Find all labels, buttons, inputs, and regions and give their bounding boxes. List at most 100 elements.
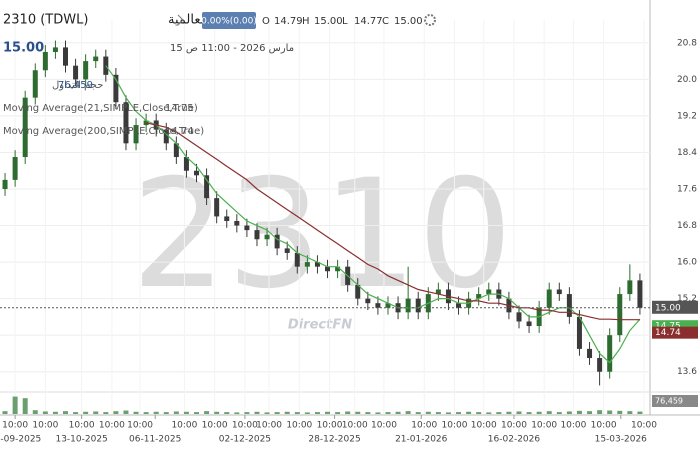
volume-bar xyxy=(506,411,512,414)
x-time-label: 10:00 xyxy=(256,421,282,431)
candle-body xyxy=(365,298,371,304)
x-date-label: 16-02-2026 xyxy=(488,435,541,445)
volume-bar xyxy=(445,412,451,414)
volume-bar xyxy=(607,410,613,414)
plot: 13.614.415.216.016.817.618.419.220.020.8… xyxy=(0,20,697,445)
volume-bar xyxy=(476,412,482,414)
ma-line xyxy=(105,65,641,364)
candle-body xyxy=(566,294,572,317)
volume-bar xyxy=(325,411,331,414)
candle-body xyxy=(335,266,341,272)
volume-bar xyxy=(395,411,401,414)
candle-body xyxy=(133,125,139,144)
volume-bar xyxy=(345,411,351,414)
candle-body xyxy=(2,179,8,190)
date-label: مارس 2026 - 11:00 ص 15 xyxy=(170,43,294,54)
legend-ma21-value: 14.75 xyxy=(165,103,194,114)
volume-bar xyxy=(576,410,582,414)
price-box xyxy=(652,300,698,314)
candle-body xyxy=(214,198,220,217)
candle-body xyxy=(123,102,129,144)
legend-ma21: Moving Average(21,SIMPLE,Close,True) xyxy=(3,103,198,114)
volume-bar xyxy=(123,410,129,414)
candle-body xyxy=(576,316,582,349)
legend-ma200: Moving Average(200,SIMPLE,Close,True) xyxy=(3,126,204,137)
candle-body xyxy=(385,303,391,308)
quote-value: 15.00 xyxy=(314,16,343,27)
candle-body xyxy=(637,280,643,308)
volume-bar xyxy=(113,411,119,414)
y-tick-label: 19.2 xyxy=(677,111,697,121)
volume-bar xyxy=(264,412,270,414)
volume-bar xyxy=(355,411,361,414)
volume-bar xyxy=(314,412,320,414)
x-time-label: 10:00 xyxy=(32,421,58,431)
x-time-label: 10:00 xyxy=(202,421,228,431)
settings-icon[interactable] xyxy=(424,14,436,26)
candle-body xyxy=(83,61,89,80)
volume-bar xyxy=(234,412,240,414)
candle-body xyxy=(617,294,623,336)
candle-body xyxy=(375,303,381,308)
candle-body xyxy=(304,262,310,267)
volume-bar xyxy=(274,412,280,414)
candle-body xyxy=(415,298,421,313)
volume-bar xyxy=(365,412,371,414)
x-date-label: 02-12-2025 xyxy=(219,435,271,445)
x-time-label: 10:00 xyxy=(471,421,497,431)
symbol: 2310 (TDWL) xyxy=(3,13,88,28)
candle-body xyxy=(587,348,593,359)
volume-bar xyxy=(556,412,562,414)
volume-bar xyxy=(42,411,48,414)
volume-bar xyxy=(566,411,572,414)
x-time-label: 10:00 xyxy=(127,421,153,431)
x-time-label: 10:00 xyxy=(171,421,197,431)
volume-bar xyxy=(173,411,179,414)
x-date-label: 15-09-2025 xyxy=(0,435,41,445)
volume-bar xyxy=(214,411,220,414)
volume-bar xyxy=(194,412,200,414)
candle-body xyxy=(113,74,119,103)
y-tick-label: 20.8 xyxy=(677,38,697,48)
candle-body xyxy=(294,252,300,267)
quote-label: L xyxy=(342,16,348,27)
last-price: 15.00 xyxy=(3,41,44,56)
brand: DirectFN xyxy=(288,318,352,333)
quote-label: H xyxy=(302,16,310,27)
change-box xyxy=(202,12,256,29)
dropdown-icon[interactable] xyxy=(177,14,184,26)
volume-bar xyxy=(143,412,149,414)
candle-body xyxy=(22,97,28,158)
candle-body xyxy=(234,220,240,226)
volume-bar xyxy=(163,412,169,414)
volume-bar xyxy=(63,411,69,414)
candle-body xyxy=(516,312,522,322)
volume-bar xyxy=(153,411,159,414)
volume-label: حجم التداول xyxy=(52,80,103,91)
ma-box-label: 14.74 xyxy=(655,328,681,338)
x-date-label: 28-12-2025 xyxy=(308,435,360,445)
x-time-label: 10:00 xyxy=(317,421,343,431)
x-time-label: 10:00 xyxy=(286,421,312,431)
volume-bar xyxy=(405,411,411,414)
candle-body xyxy=(556,289,562,295)
change: 0.00%(0.00) xyxy=(201,17,257,27)
y-tick-label: 20.0 xyxy=(677,75,697,85)
candle-body xyxy=(103,56,109,75)
candle-body xyxy=(627,280,633,295)
x-date-label: 21-01-2026 xyxy=(395,435,448,445)
volume-bar xyxy=(516,411,522,414)
y-tick-label: 16.8 xyxy=(677,221,697,231)
volume-bar xyxy=(456,412,462,414)
x-date-label: 06-11-2025 xyxy=(129,435,181,445)
ma-line xyxy=(145,122,640,321)
volume-bar xyxy=(526,412,532,414)
volume-bar xyxy=(637,411,643,414)
x-time-label: 10:00 xyxy=(2,421,28,431)
quote-label: C xyxy=(382,16,389,27)
x-date-label: 13-10-2025 xyxy=(55,435,107,445)
volume-bar xyxy=(2,411,8,414)
volume-bar xyxy=(496,412,502,414)
candle-body xyxy=(597,358,603,372)
candle-body xyxy=(12,157,18,180)
